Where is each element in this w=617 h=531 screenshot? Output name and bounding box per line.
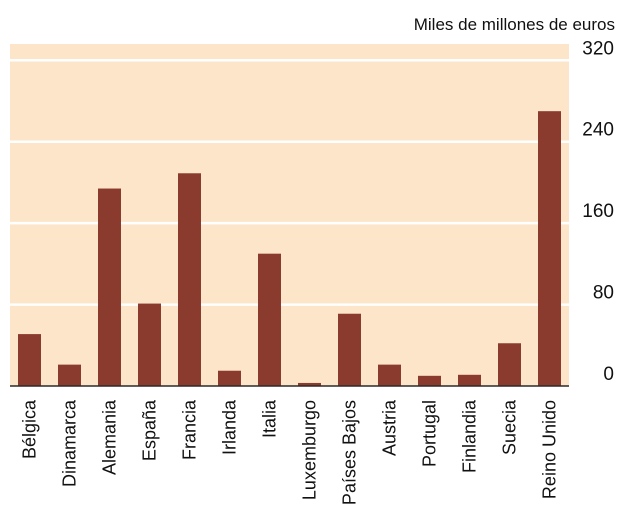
bar bbox=[498, 343, 521, 386]
y-tick-label: 80 bbox=[593, 283, 614, 304]
plot-background bbox=[10, 44, 569, 386]
y-tick-label: 0 bbox=[603, 364, 614, 385]
y-tick-label: 160 bbox=[582, 201, 614, 222]
bar bbox=[338, 313, 361, 386]
x-tick-label: Bélgica bbox=[20, 399, 40, 459]
bar bbox=[418, 375, 441, 386]
bar bbox=[98, 188, 121, 386]
bar bbox=[458, 374, 481, 386]
x-tick-label: Austria bbox=[380, 399, 400, 456]
bar bbox=[18, 334, 41, 386]
bar bbox=[218, 370, 241, 386]
x-tick-label: España bbox=[140, 399, 160, 461]
bars bbox=[18, 111, 561, 386]
x-tick-label: Dinamarca bbox=[60, 399, 80, 487]
bar bbox=[258, 253, 281, 386]
y-tick-labels: 0 80 160 240 320 bbox=[582, 38, 614, 385]
x-tick-label: Suecia bbox=[500, 399, 520, 455]
bar bbox=[538, 111, 561, 386]
x-tick-label: Países Bajos bbox=[340, 400, 360, 505]
x-tick-label: Portugal bbox=[420, 400, 440, 467]
x-tick-label: Irlanda bbox=[220, 399, 240, 455]
x-tick-label: Alemania bbox=[100, 399, 120, 475]
bar bbox=[378, 364, 401, 386]
y-tick-label: 320 bbox=[582, 38, 614, 59]
bar bbox=[58, 364, 81, 386]
bar bbox=[178, 173, 201, 386]
x-tick-label: Italia bbox=[260, 399, 280, 438]
x-tick-label: Francia bbox=[180, 399, 200, 460]
x-tick-label: Luxemburgo bbox=[300, 400, 320, 500]
unit-label: Miles de millones de euros bbox=[414, 15, 615, 34]
bar bbox=[298, 382, 321, 386]
bar bbox=[138, 303, 161, 386]
y-tick-label: 240 bbox=[582, 120, 614, 141]
x-tick-labels: Bélgica Dinamarca Alemania España Francia Irl… bbox=[20, 399, 560, 505]
x-tick-label: Reino Unido bbox=[540, 400, 560, 499]
x-tick-label: Finlandia bbox=[460, 399, 480, 473]
